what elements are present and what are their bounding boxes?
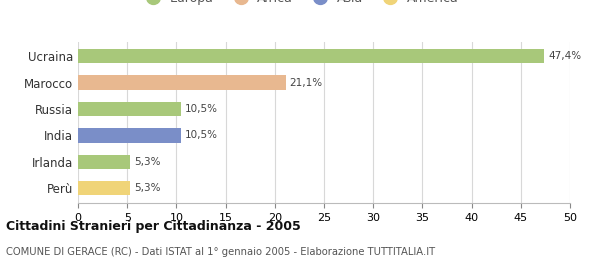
Text: Cittadini Stranieri per Cittadinanza - 2005: Cittadini Stranieri per Cittadinanza - 2… <box>6 220 301 233</box>
Text: 10,5%: 10,5% <box>185 131 218 140</box>
Bar <box>78 49 544 63</box>
Bar <box>78 154 130 169</box>
Text: 5,3%: 5,3% <box>134 183 161 193</box>
Bar <box>78 75 286 90</box>
Text: 10,5%: 10,5% <box>185 104 218 114</box>
Text: COMUNE DI GERACE (RC) - Dati ISTAT al 1° gennaio 2005 - Elaborazione TUTTITALIA.: COMUNE DI GERACE (RC) - Dati ISTAT al 1°… <box>6 247 435 257</box>
Bar <box>78 128 181 143</box>
Legend: Europa, Africa, Asia, America: Europa, Africa, Asia, America <box>136 0 463 10</box>
Text: 47,4%: 47,4% <box>548 51 581 61</box>
Bar <box>78 181 130 196</box>
Bar <box>78 102 181 116</box>
Text: 5,3%: 5,3% <box>134 157 161 167</box>
Text: 21,1%: 21,1% <box>290 77 323 88</box>
